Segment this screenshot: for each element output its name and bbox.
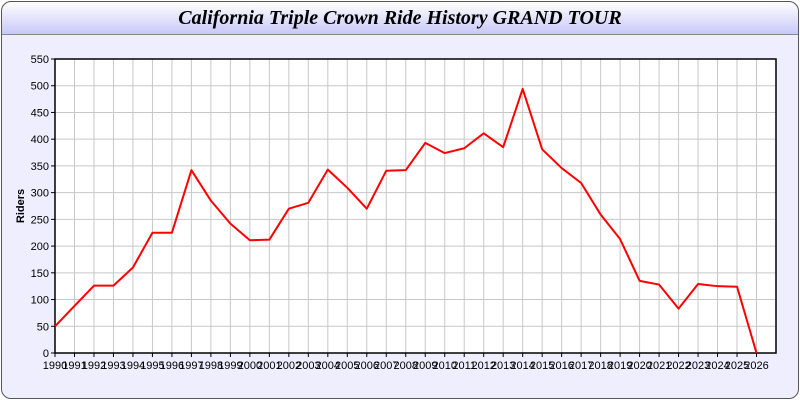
x-tick-label: 2023 bbox=[686, 360, 710, 372]
x-tick-label: 1998 bbox=[199, 360, 223, 372]
x-tick-label: 2009 bbox=[413, 360, 437, 372]
x-tick-label: 2018 bbox=[588, 360, 612, 372]
y-tick-label: 250 bbox=[31, 214, 49, 226]
chart-title: California Triple Crown Ride History GRA… bbox=[178, 7, 622, 29]
x-tick-label: 2004 bbox=[316, 360, 340, 372]
x-tick-label: 2010 bbox=[432, 360, 456, 372]
x-tick-label: 2013 bbox=[491, 360, 515, 372]
title-bar: California Triple Crown Ride History GRA… bbox=[2, 2, 798, 35]
y-tick-label: 450 bbox=[31, 107, 49, 119]
x-tick-label: 1997 bbox=[179, 360, 203, 372]
x-tick-label: 2022 bbox=[666, 360, 690, 372]
y-tick-label: 0 bbox=[43, 348, 49, 360]
y-tick-label: 150 bbox=[31, 268, 49, 280]
x-tick-label: 2011 bbox=[452, 360, 476, 372]
x-tick-label: 2017 bbox=[569, 360, 593, 372]
x-tick-label: 1994 bbox=[121, 360, 145, 372]
x-tick-label: 2008 bbox=[394, 360, 418, 372]
y-tick-label: 50 bbox=[37, 321, 49, 333]
y-tick-label: 100 bbox=[31, 295, 49, 307]
x-tick-label: 2015 bbox=[530, 360, 554, 372]
x-tick-label: 2025 bbox=[725, 360, 749, 372]
x-tick-label: 2007 bbox=[374, 360, 398, 372]
x-tick-label: 1995 bbox=[140, 360, 164, 372]
x-tick-label: 2005 bbox=[335, 360, 359, 372]
plot-border bbox=[54, 58, 777, 354]
y-tick-label: 550 bbox=[31, 54, 49, 66]
x-tick-label: 2026 bbox=[744, 360, 768, 372]
x-tick-label: 2024 bbox=[705, 360, 729, 372]
x-tick-label: 1990 bbox=[43, 360, 67, 372]
y-tick-label: 300 bbox=[31, 188, 49, 200]
x-tick-label: 2019 bbox=[608, 360, 632, 372]
y-tick-label: 350 bbox=[31, 161, 49, 173]
x-tick-label: 2002 bbox=[277, 360, 301, 372]
y-axis-label: Riders bbox=[15, 189, 27, 223]
x-tick-label: 1993 bbox=[101, 360, 125, 372]
x-tick-label: 1991 bbox=[62, 360, 86, 372]
x-tick-label: 1996 bbox=[160, 360, 184, 372]
x-tick-label: 2014 bbox=[510, 360, 534, 372]
x-tick-label: 2006 bbox=[355, 360, 379, 372]
x-tick-label: 2000 bbox=[238, 360, 262, 372]
x-tick-label: 1992 bbox=[82, 360, 106, 372]
y-tick-label: 200 bbox=[31, 241, 49, 253]
x-tick-label: 2021 bbox=[647, 360, 671, 372]
x-tick-label: 2016 bbox=[549, 360, 573, 372]
y-tick-label: 500 bbox=[31, 81, 49, 93]
x-tick-label: 2003 bbox=[296, 360, 320, 372]
x-tick-label: 2001 bbox=[257, 360, 281, 372]
x-tick-label: 2012 bbox=[471, 360, 495, 372]
x-tick-label: 1999 bbox=[218, 360, 242, 372]
y-tick-label: 400 bbox=[31, 134, 49, 146]
x-tick-label: 2020 bbox=[627, 360, 651, 372]
plot-area bbox=[55, 59, 776, 353]
